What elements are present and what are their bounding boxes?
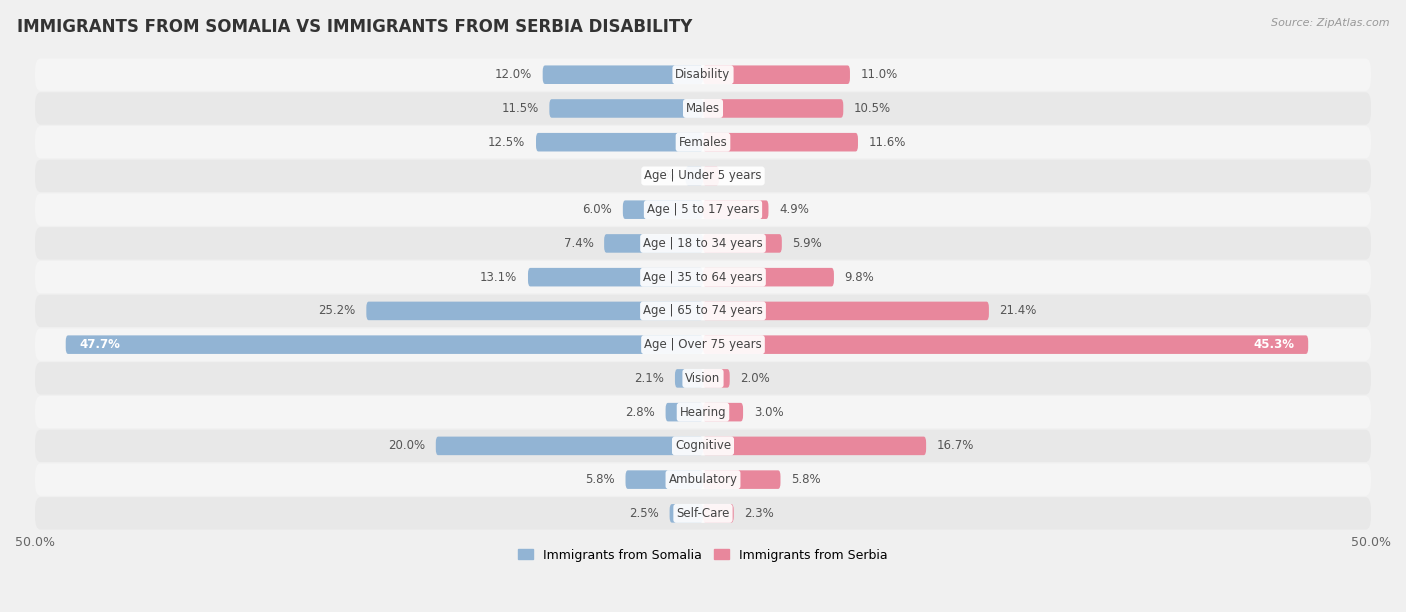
Text: 9.8%: 9.8% bbox=[845, 271, 875, 284]
Text: 1.3%: 1.3% bbox=[645, 170, 675, 182]
Text: 11.5%: 11.5% bbox=[502, 102, 538, 115]
Text: 5.8%: 5.8% bbox=[792, 473, 821, 486]
FancyBboxPatch shape bbox=[35, 160, 1371, 192]
FancyBboxPatch shape bbox=[686, 166, 703, 185]
FancyBboxPatch shape bbox=[703, 335, 1308, 354]
FancyBboxPatch shape bbox=[626, 471, 703, 489]
FancyBboxPatch shape bbox=[703, 369, 730, 387]
FancyBboxPatch shape bbox=[703, 268, 834, 286]
FancyBboxPatch shape bbox=[703, 403, 744, 422]
FancyBboxPatch shape bbox=[35, 362, 1371, 395]
FancyBboxPatch shape bbox=[669, 504, 703, 523]
FancyBboxPatch shape bbox=[35, 430, 1371, 462]
Text: 20.0%: 20.0% bbox=[388, 439, 425, 452]
FancyBboxPatch shape bbox=[35, 261, 1371, 293]
Text: Age | Over 75 years: Age | Over 75 years bbox=[644, 338, 762, 351]
Text: 5.9%: 5.9% bbox=[793, 237, 823, 250]
FancyBboxPatch shape bbox=[66, 335, 703, 354]
FancyBboxPatch shape bbox=[35, 396, 1371, 428]
Text: 11.6%: 11.6% bbox=[869, 136, 905, 149]
Text: 25.2%: 25.2% bbox=[318, 304, 356, 318]
Text: 45.3%: 45.3% bbox=[1254, 338, 1295, 351]
Text: 10.5%: 10.5% bbox=[853, 102, 891, 115]
FancyBboxPatch shape bbox=[703, 471, 780, 489]
FancyBboxPatch shape bbox=[35, 463, 1371, 496]
FancyBboxPatch shape bbox=[703, 99, 844, 118]
Text: Age | 5 to 17 years: Age | 5 to 17 years bbox=[647, 203, 759, 216]
FancyBboxPatch shape bbox=[623, 200, 703, 219]
Text: 11.0%: 11.0% bbox=[860, 68, 898, 81]
FancyBboxPatch shape bbox=[529, 268, 703, 286]
FancyBboxPatch shape bbox=[665, 403, 703, 422]
Text: Age | 65 to 74 years: Age | 65 to 74 years bbox=[643, 304, 763, 318]
FancyBboxPatch shape bbox=[367, 302, 703, 320]
FancyBboxPatch shape bbox=[703, 436, 927, 455]
Text: Females: Females bbox=[679, 136, 727, 149]
Text: 4.9%: 4.9% bbox=[779, 203, 808, 216]
FancyBboxPatch shape bbox=[35, 126, 1371, 159]
Text: IMMIGRANTS FROM SOMALIA VS IMMIGRANTS FROM SERBIA DISABILITY: IMMIGRANTS FROM SOMALIA VS IMMIGRANTS FR… bbox=[17, 18, 692, 36]
FancyBboxPatch shape bbox=[703, 133, 858, 152]
Text: Disability: Disability bbox=[675, 68, 731, 81]
Text: 2.1%: 2.1% bbox=[634, 372, 664, 385]
Text: 47.7%: 47.7% bbox=[79, 338, 120, 351]
Text: 6.0%: 6.0% bbox=[582, 203, 612, 216]
FancyBboxPatch shape bbox=[605, 234, 703, 253]
FancyBboxPatch shape bbox=[35, 59, 1371, 91]
Text: 2.3%: 2.3% bbox=[744, 507, 775, 520]
FancyBboxPatch shape bbox=[703, 504, 734, 523]
FancyBboxPatch shape bbox=[35, 92, 1371, 125]
FancyBboxPatch shape bbox=[35, 329, 1371, 361]
Text: 3.0%: 3.0% bbox=[754, 406, 783, 419]
Text: Males: Males bbox=[686, 102, 720, 115]
Text: Age | Under 5 years: Age | Under 5 years bbox=[644, 170, 762, 182]
Text: 16.7%: 16.7% bbox=[936, 439, 974, 452]
Text: Hearing: Hearing bbox=[679, 406, 727, 419]
FancyBboxPatch shape bbox=[35, 295, 1371, 327]
FancyBboxPatch shape bbox=[675, 369, 703, 387]
Text: 21.4%: 21.4% bbox=[1000, 304, 1038, 318]
Text: 13.1%: 13.1% bbox=[479, 271, 517, 284]
FancyBboxPatch shape bbox=[35, 497, 1371, 529]
FancyBboxPatch shape bbox=[703, 302, 988, 320]
Text: 2.0%: 2.0% bbox=[741, 372, 770, 385]
FancyBboxPatch shape bbox=[703, 200, 769, 219]
FancyBboxPatch shape bbox=[536, 133, 703, 152]
FancyBboxPatch shape bbox=[703, 65, 851, 84]
Text: 12.5%: 12.5% bbox=[488, 136, 526, 149]
FancyBboxPatch shape bbox=[703, 166, 718, 185]
Text: 5.8%: 5.8% bbox=[585, 473, 614, 486]
Text: Age | 18 to 34 years: Age | 18 to 34 years bbox=[643, 237, 763, 250]
Text: Source: ZipAtlas.com: Source: ZipAtlas.com bbox=[1271, 18, 1389, 28]
Text: 7.4%: 7.4% bbox=[564, 237, 593, 250]
Text: 12.0%: 12.0% bbox=[495, 68, 531, 81]
Legend: Immigrants from Somalia, Immigrants from Serbia: Immigrants from Somalia, Immigrants from… bbox=[513, 543, 893, 567]
FancyBboxPatch shape bbox=[35, 193, 1371, 226]
Text: 2.8%: 2.8% bbox=[626, 406, 655, 419]
Text: Self-Care: Self-Care bbox=[676, 507, 730, 520]
Text: Vision: Vision bbox=[685, 372, 721, 385]
Text: Age | 35 to 64 years: Age | 35 to 64 years bbox=[643, 271, 763, 284]
FancyBboxPatch shape bbox=[35, 227, 1371, 259]
Text: 1.2%: 1.2% bbox=[730, 170, 759, 182]
Text: Ambulatory: Ambulatory bbox=[668, 473, 738, 486]
Text: 2.5%: 2.5% bbox=[628, 507, 659, 520]
FancyBboxPatch shape bbox=[550, 99, 703, 118]
FancyBboxPatch shape bbox=[436, 436, 703, 455]
Text: Cognitive: Cognitive bbox=[675, 439, 731, 452]
FancyBboxPatch shape bbox=[703, 234, 782, 253]
FancyBboxPatch shape bbox=[543, 65, 703, 84]
